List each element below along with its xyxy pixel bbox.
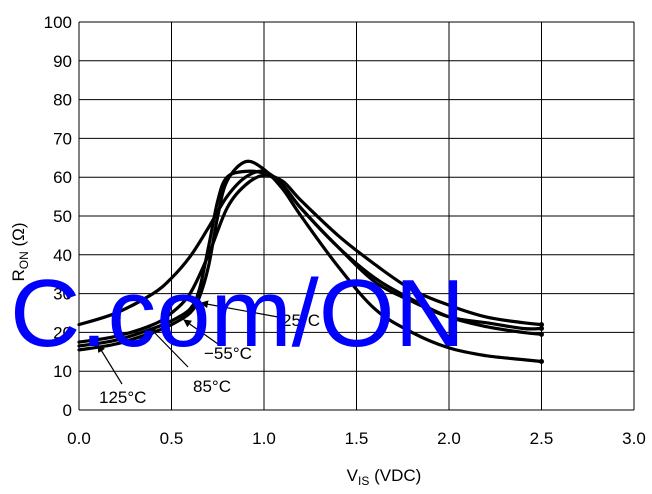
y-tick-label: 80 [53, 91, 72, 110]
y-axis-label: RON (Ω) [9, 222, 31, 281]
annotation-125c: 125°C [99, 388, 146, 407]
series-line-55c [77, 159, 544, 364]
annotation-arrows [97, 300, 279, 385]
y-label-unit: (Ω) [9, 222, 28, 251]
y-tick-label: 90 [53, 52, 72, 71]
y-tick-labels: 0 10 20 30 40 50 60 70 80 90 100 [44, 13, 72, 420]
x-tick-label: 2.5 [530, 429, 554, 448]
series-endpoint [539, 359, 544, 364]
series-line-25c [77, 169, 544, 348]
x-tick-label: 1.5 [345, 429, 369, 448]
arrow-25c [200, 300, 279, 318]
x-tick-label: 3.0 [622, 429, 646, 448]
x-axis-label: VIS (VDC) [347, 466, 422, 488]
x-label-unit: (VDC) [369, 466, 421, 485]
series-endpoint [539, 322, 544, 328]
arrow-85c [149, 327, 189, 368]
x-tick-label: 1.0 [252, 429, 276, 448]
y-tick-label: 40 [53, 246, 72, 265]
annotation-25c: 25°C [282, 311, 320, 330]
y-tick-label: 20 [53, 323, 72, 342]
series-endpoint [539, 326, 544, 332]
series-group [77, 159, 544, 364]
y-label-sub: ON [17, 251, 31, 269]
y-tick-label: 0 [63, 401, 72, 420]
x-label-sub: IS [358, 474, 369, 488]
x-label-main: V [347, 466, 359, 485]
y-tick-label: 100 [44, 13, 72, 32]
arrow-125c [97, 344, 123, 385]
y-tick-label: 30 [53, 285, 72, 304]
x-tick-label: 0.5 [160, 429, 184, 448]
annotation-85c: 85°C [193, 377, 231, 396]
x-tick-label: 2.0 [437, 429, 461, 448]
y-tick-label: 10 [53, 362, 72, 381]
y-tick-label: 60 [53, 168, 72, 187]
watermark: C.com/ON [10, 260, 465, 367]
series-endpoint [539, 331, 544, 337]
grid [78, 21, 635, 411]
y-label-main: R [9, 269, 28, 281]
x-tick-labels: 0.0 0.5 1.0 1.5 2.0 2.5 3.0 [67, 429, 646, 448]
y-tick-label: 70 [53, 129, 72, 148]
y-tick-label: 50 [53, 207, 72, 226]
annotation-minus55c: −55°C [204, 344, 252, 363]
arrow-minus55c [183, 319, 219, 345]
x-tick-label: 0.0 [67, 429, 91, 448]
svg-text:RON (Ω): RON (Ω) [9, 222, 31, 281]
